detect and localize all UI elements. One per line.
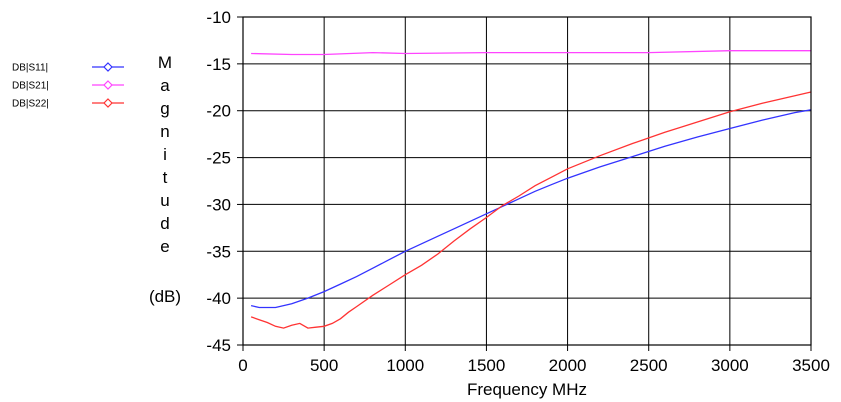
x-tick-label: 0 (238, 356, 247, 375)
y-axis-letter: d (160, 214, 169, 233)
legend-item: DB|S11| (12, 62, 124, 74)
legend-marker-icon (103, 98, 113, 108)
plot-frame (242, 16, 812, 346)
y-axis-ticks: -10 -15 -20 -25 -30 -35 -40 -45 (206, 8, 243, 355)
y-tick-label: -25 (206, 149, 231, 168)
y-tick-label: -15 (206, 55, 231, 74)
y-axis-letter: a (160, 76, 170, 95)
legend-marker-icon (103, 62, 113, 72)
series-line-2 (250, 91, 812, 329)
y-tick-label: -45 (206, 336, 231, 355)
y-tick-label: -40 (206, 289, 231, 308)
y-tick-label: -20 (206, 102, 231, 121)
x-tick-label: 2500 (630, 356, 668, 375)
series-line-1 (251, 50, 811, 56)
x-axis-ticks: 0 500 1000 1500 2000 2500 3000 3500 (238, 345, 830, 375)
x-axis-title: Frequency MHz (467, 380, 587, 399)
x-tick-label: 3000 (711, 356, 749, 375)
y-axis-letter: g (160, 99, 169, 118)
legend-item: DB|S21| (12, 80, 124, 92)
legend-label: DB|S21| (12, 81, 49, 92)
y-tick-label: -30 (206, 195, 231, 214)
legend-item: DB|S22| (12, 98, 124, 110)
x-tick-label: 500 (310, 356, 338, 375)
y-tick-label: -10 (206, 8, 231, 27)
y-axis-letter: i (163, 145, 167, 164)
y-axis-letter: e (160, 237, 169, 256)
y-axis-letter: t (163, 168, 168, 187)
y-axis-letter: M (158, 53, 172, 72)
y-axis-letter: n (160, 122, 169, 141)
y-axis-unit: (dB) (149, 287, 181, 306)
grid (242, 16, 812, 346)
y-tick-label: -35 (206, 242, 231, 261)
legend-label: DB|S11| (12, 63, 48, 74)
series-line-0 (250, 109, 812, 309)
x-tick-label: 3500 (792, 356, 830, 375)
legend-label: DB|S22| (12, 99, 49, 110)
x-tick-label: 1000 (386, 356, 424, 375)
x-tick-label: 2000 (549, 356, 587, 375)
series-lines (250, 50, 812, 329)
legend: DB|S11| DB|S21| DB|S22| (12, 62, 124, 110)
legend-marker-icon (103, 80, 113, 90)
y-axis-letter: u (160, 191, 169, 210)
x-tick-label: 1500 (468, 356, 506, 375)
